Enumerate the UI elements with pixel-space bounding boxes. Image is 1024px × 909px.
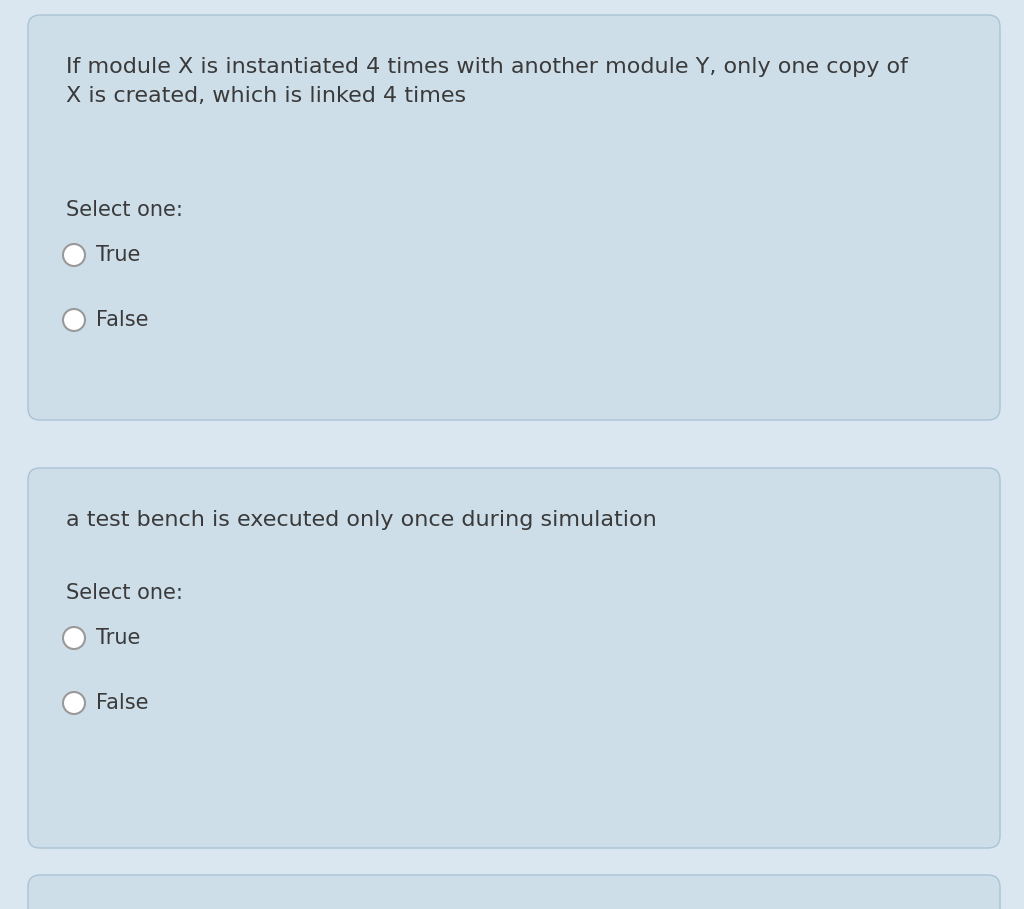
Text: Select one:: Select one:: [66, 583, 183, 603]
Circle shape: [63, 627, 85, 649]
Text: False: False: [96, 693, 148, 713]
FancyBboxPatch shape: [28, 468, 1000, 848]
Text: False: False: [96, 310, 148, 330]
FancyBboxPatch shape: [28, 875, 1000, 909]
Circle shape: [63, 692, 85, 714]
Text: True: True: [96, 628, 140, 648]
FancyBboxPatch shape: [28, 15, 1000, 420]
Circle shape: [63, 244, 85, 266]
Text: a test bench is executed only once during simulation: a test bench is executed only once durin…: [66, 510, 656, 530]
Text: Select one:: Select one:: [66, 200, 183, 220]
Text: If module X is instantiated 4 times with another module Y, only one copy of
X is: If module X is instantiated 4 times with…: [66, 57, 908, 105]
Text: True: True: [96, 245, 140, 265]
Circle shape: [63, 309, 85, 331]
